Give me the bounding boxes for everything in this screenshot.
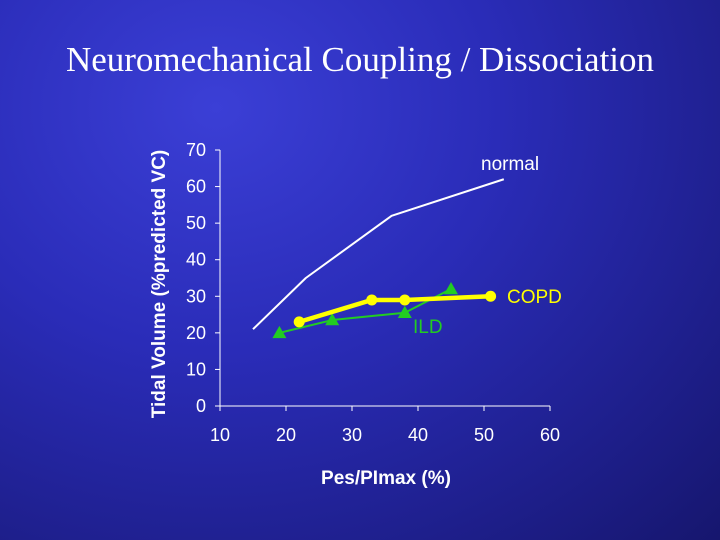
- y-tick-label: 40: [186, 250, 206, 270]
- x-tick-label: 60: [540, 425, 560, 445]
- series-label-ild: ILD: [413, 317, 443, 338]
- y-tick-label: 60: [186, 177, 206, 197]
- data-point-ild: [397, 305, 412, 318]
- data-point-copd: [366, 294, 378, 306]
- y-tick-label: 30: [186, 286, 206, 306]
- x-axis-label: Pes/PImax (%): [321, 468, 451, 489]
- series-layer: normal ILD COPD: [252, 154, 562, 339]
- data-point-copd: [293, 316, 305, 328]
- series-ild: ILD: [272, 281, 458, 339]
- series-line-normal: [252, 178, 505, 330]
- slide-title: Neuromechanical Coupling / Dissociation: [65, 40, 655, 79]
- y-tick-label: 10: [186, 359, 206, 379]
- y-tick-label: 20: [186, 323, 206, 343]
- y-tick-label: 50: [186, 213, 206, 233]
- series-label-normal: normal: [481, 154, 539, 175]
- series-line-copd: [298, 294, 491, 325]
- x-tick-label: 40: [408, 425, 428, 445]
- x-tick-label: 10: [210, 425, 230, 445]
- data-point-copd: [485, 290, 497, 302]
- x-tick-label: 20: [276, 425, 296, 445]
- y-tick-label: 0: [196, 396, 206, 416]
- y-tick-label: 70: [186, 140, 206, 160]
- series-label-copd: COPD: [507, 287, 562, 308]
- data-point-ild: [325, 313, 340, 326]
- series-normal: normal: [252, 154, 539, 330]
- x-tick-label: 30: [342, 425, 362, 445]
- data-point-ild: [272, 325, 287, 339]
- y-axis-label: Tidal Volume (%predicted VC): [149, 150, 170, 419]
- x-tick-label: 50: [474, 425, 494, 445]
- data-point-copd: [399, 294, 411, 306]
- series-copd: COPD: [293, 287, 562, 328]
- data-point-ild: [444, 281, 458, 295]
